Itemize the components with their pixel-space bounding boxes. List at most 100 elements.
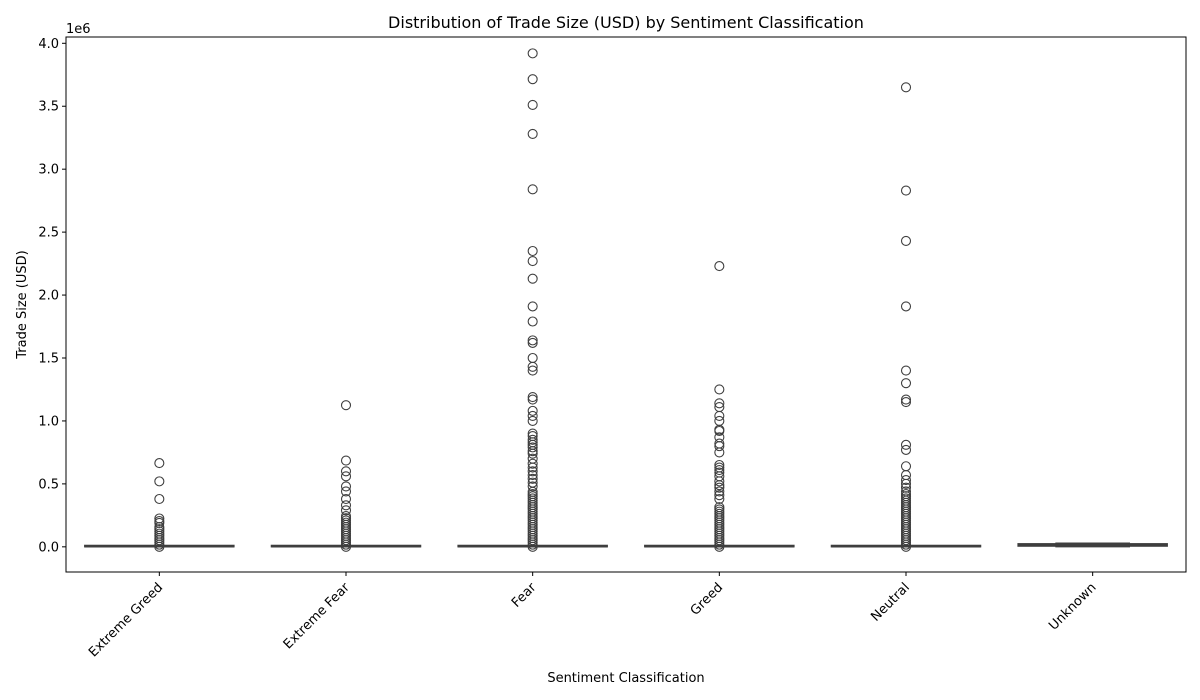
outlier-point	[154, 513, 165, 524]
outlier-point	[527, 273, 538, 284]
y-tick-label: 3.0	[38, 163, 59, 178]
outlier-point	[714, 410, 725, 421]
outlier-point	[527, 337, 538, 348]
y-tick-label: 2.5	[38, 226, 59, 241]
outlier-point	[340, 493, 352, 505]
outlier-point	[714, 425, 725, 437]
y-tick-label: 0.5	[38, 477, 59, 492]
box-group	[270, 400, 422, 552]
outlier-dense-cluster	[340, 510, 352, 552]
x-tick-label: Fear	[509, 580, 540, 611]
outlier-point	[900, 444, 912, 455]
outlier-point	[340, 466, 352, 477]
box-plot-series	[84, 48, 1168, 552]
outlier-point	[527, 470, 538, 481]
outlier-point	[527, 316, 538, 327]
outlier-point	[527, 415, 538, 426]
outlier-point	[900, 488, 912, 500]
outlier-point	[527, 442, 538, 453]
outlier-point	[340, 481, 352, 492]
outlier-point	[714, 447, 725, 458]
outlier-point	[714, 490, 725, 501]
outlier-point	[900, 378, 912, 389]
outlier-point	[900, 365, 912, 376]
outlier-dense-cluster	[527, 486, 538, 552]
y-tick-label: 1.0	[38, 414, 59, 429]
outlier-point	[340, 471, 352, 482]
outlier-point	[527, 466, 538, 477]
outlier-point	[900, 482, 912, 493]
outlier-point	[900, 82, 912, 93]
outlier-point	[714, 464, 725, 476]
outlier-point	[900, 235, 912, 246]
outlier-point	[340, 455, 352, 466]
chart-title: Distribution of Trade Size (USD) by Sent…	[388, 13, 864, 32]
y-axis-label: Trade Size (USD)	[15, 250, 30, 359]
outlier-point	[527, 434, 538, 445]
outlier-point	[527, 477, 538, 488]
outlier-point	[900, 394, 912, 405]
outlier-point	[900, 185, 912, 196]
outlier-point	[527, 405, 538, 416]
outlier-point	[527, 394, 538, 405]
box-group	[457, 48, 608, 552]
outlier-point	[527, 335, 538, 346]
outlier-point	[527, 361, 538, 372]
x-axis-label: Sentiment Classification	[547, 671, 704, 686]
outlier-point	[527, 184, 538, 195]
outlier-point	[527, 446, 538, 457]
outlier-point	[340, 505, 352, 516]
outlier-point	[714, 493, 725, 505]
outlier-point	[714, 441, 725, 452]
outlier-point	[527, 352, 538, 364]
x-tick-label: Neutral	[868, 580, 913, 625]
outlier-point	[527, 301, 538, 312]
outlier-point	[714, 459, 725, 471]
outlier-point	[714, 261, 725, 272]
outlier-point	[527, 48, 538, 59]
outlier-point	[527, 481, 538, 492]
plot-area-frame	[65, 36, 1187, 573]
box-group	[84, 458, 235, 552]
x-tick-label: Extreme Fear	[281, 580, 354, 653]
outlier-point	[900, 486, 912, 497]
outlier-point	[527, 74, 538, 85]
y-axis-ticks: 0.0 0.5 1.0 1.5 2.0 2.5 3.0 3.5 4.0	[38, 37, 66, 555]
outlier-point	[340, 510, 352, 522]
outlier-point	[527, 365, 538, 376]
outlier-point	[527, 391, 538, 403]
outlier-point	[900, 461, 912, 472]
outlier-dense-cluster	[714, 502, 725, 552]
y-tick-label: 0.0	[38, 540, 59, 555]
y-tick-label: 2.0	[38, 289, 59, 304]
y-axis-offset-label: 1e6	[66, 22, 91, 37]
outlier-point	[714, 482, 725, 493]
outlier-point	[900, 301, 912, 312]
x-tick-label: Extreme Greed	[86, 580, 166, 660]
outlier-point	[714, 398, 725, 409]
y-tick-label: 3.5	[38, 100, 59, 115]
outlier-point	[714, 384, 725, 395]
outlier-point	[527, 410, 538, 421]
outlier-point	[527, 462, 538, 473]
box-group	[644, 261, 795, 552]
outlier-point	[900, 397, 912, 408]
outlier-point	[527, 128, 538, 139]
outlier-point	[154, 493, 165, 505]
outlier-point	[340, 500, 352, 511]
outlier-point	[714, 480, 725, 491]
outlier-point	[154, 458, 165, 469]
outlier-point	[714, 476, 725, 487]
x-axis-ticks: Extreme Greed Extreme Fear Fear Greed Neutra…	[86, 572, 1099, 660]
x-tick-label: Greed	[688, 580, 726, 618]
y-tick-label: 1.5	[38, 352, 59, 367]
y-tick-label: 4.0	[38, 37, 59, 52]
box-group	[830, 82, 982, 552]
outlier-point	[527, 473, 538, 484]
outlier-point	[340, 486, 352, 497]
outlier-point	[714, 502, 725, 513]
outlier-point	[340, 400, 352, 411]
outlier-point	[900, 478, 912, 489]
outlier-point	[714, 486, 725, 497]
